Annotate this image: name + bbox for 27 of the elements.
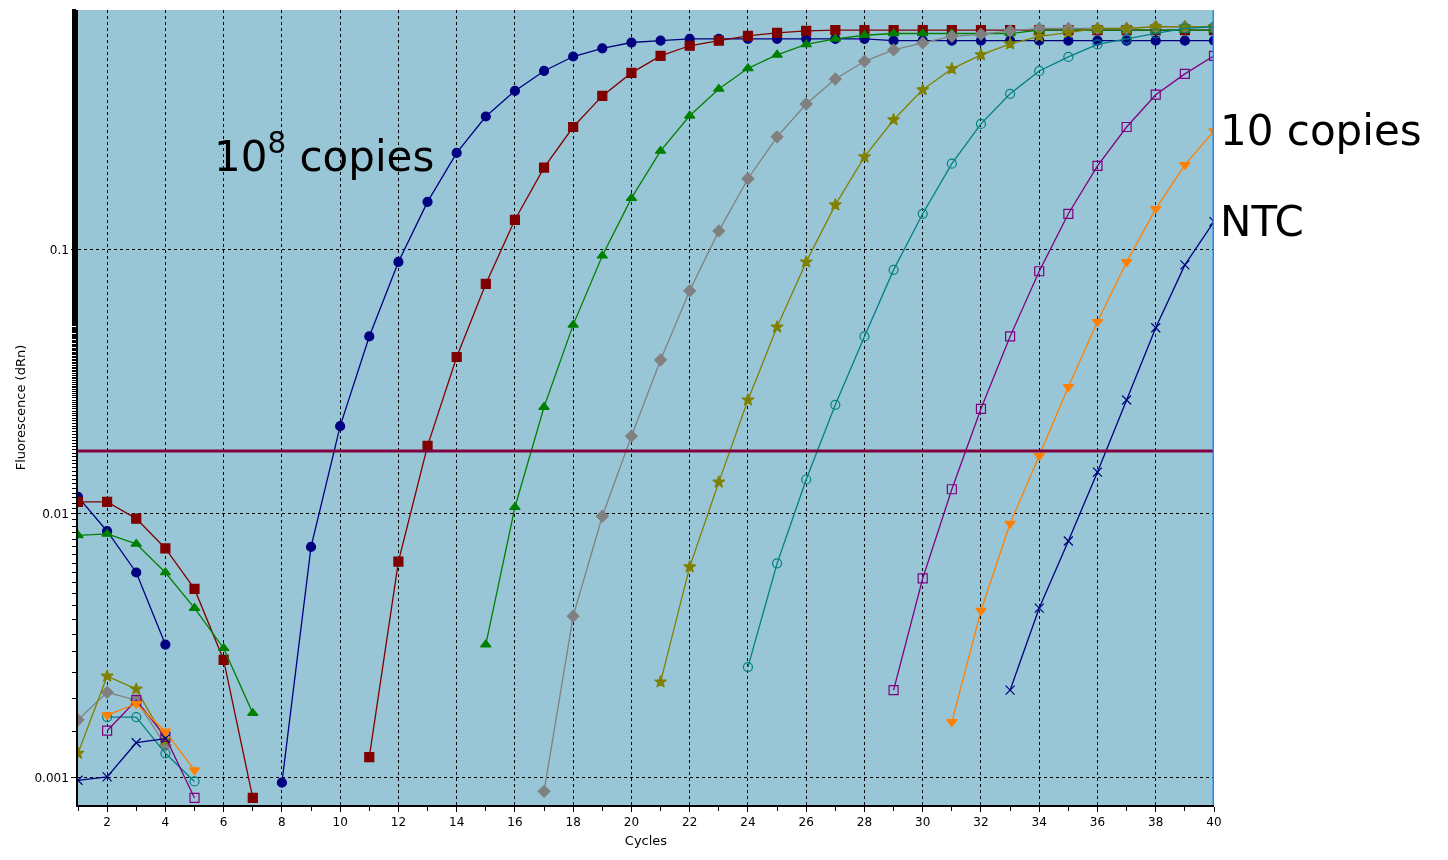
- x-tick-label: 16: [507, 815, 523, 830]
- x-tick-label: 6: [219, 815, 228, 830]
- x-tick-label: 2: [103, 815, 111, 830]
- x-tick-label: 12: [390, 815, 407, 830]
- x-tick-label: 18: [565, 815, 581, 830]
- x-tick-label: 36: [1089, 815, 1106, 830]
- x-tick-label: 30: [915, 815, 931, 830]
- x-tick-label: 8: [278, 815, 286, 830]
- y-tick-label: 0.1: [49, 243, 69, 258]
- x-tick-label: 34: [1031, 815, 1047, 830]
- x-tick-label: 38: [1148, 815, 1164, 830]
- annotation: NTC: [1220, 197, 1304, 246]
- x-tick-label: 10: [332, 815, 348, 830]
- x-tick-label: 26: [798, 815, 814, 830]
- x-tick-label: 14: [449, 815, 465, 830]
- x-tick-label: 24: [740, 815, 756, 830]
- x-tick-label: 32: [973, 815, 989, 830]
- x-tick-label: 22: [682, 815, 698, 830]
- x-tick-label: 40: [1206, 815, 1222, 830]
- annotation: 10 copies: [1220, 106, 1422, 155]
- x-axis-title: Cycles: [624, 833, 668, 849]
- x-tick-label: 4: [161, 815, 170, 830]
- x-tick-label: 28: [856, 815, 873, 830]
- x-tick-label: 20: [623, 815, 640, 830]
- y-tick-label: 0.001: [34, 771, 69, 786]
- y-axis-title: Fluorescence (dRn): [12, 344, 28, 471]
- y-tick-label: 0.01: [42, 507, 69, 522]
